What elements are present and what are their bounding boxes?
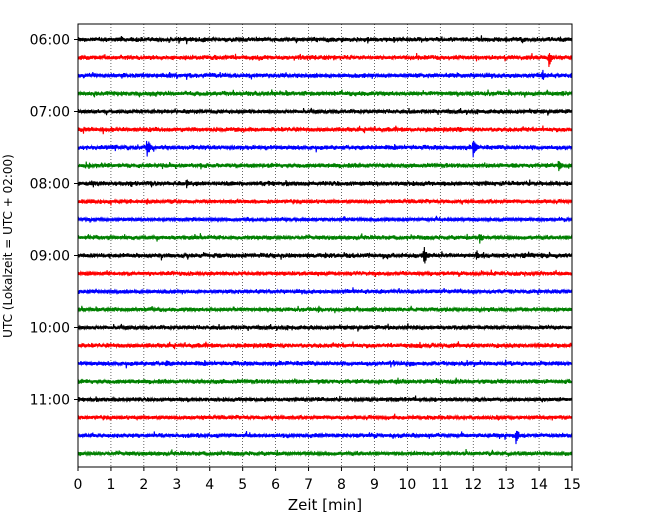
y-tick-label: 10:00 <box>30 321 70 337</box>
y-tick-label: 08:00 <box>30 177 70 193</box>
y-axis-ticks: 06:00 07:00 08:00 09:00 10:00 11:00 <box>30 33 78 409</box>
trace-07:30 <box>77 160 573 172</box>
trace-08:15 <box>77 215 573 224</box>
trace-08:00 <box>77 197 573 206</box>
x-tick-label: 1 <box>106 477 115 493</box>
trace-06:00 <box>77 52 573 68</box>
plot-frame <box>77 23 573 468</box>
x-tick-label: 14 <box>530 477 548 493</box>
x-tick-label: 13 <box>497 477 515 493</box>
trace-06:45 <box>77 107 573 116</box>
trace-05:45 <box>77 35 573 45</box>
x-tick-label: 10 <box>398 477 416 493</box>
x-tick-label: 8 <box>337 477 346 493</box>
x-tick-label: 5 <box>238 477 247 493</box>
x-gridlines <box>110 24 540 467</box>
x-tick-label: 15 <box>563 477 581 493</box>
trace-11:00 <box>77 413 573 422</box>
trace-09:15 <box>77 287 573 296</box>
trace-09:30 <box>77 305 573 314</box>
x-axis-label: Zeit [min] <box>288 496 362 514</box>
trace-11:15 <box>77 430 573 445</box>
y-tick-label: 09:00 <box>30 249 70 265</box>
y-tick-label: 07:00 <box>30 105 70 121</box>
x-tick-label: 2 <box>139 477 148 493</box>
x-tick-label: 9 <box>370 477 379 493</box>
seismogram-traces <box>77 35 573 457</box>
y-tick-label: 11:00 <box>30 393 70 409</box>
trace-06:30 <box>77 89 573 98</box>
x-tick-label: 11 <box>431 477 449 493</box>
y-tick-label: 06:00 <box>30 33 70 49</box>
x-tick-label: 4 <box>205 477 214 493</box>
x-tick-label: 3 <box>172 477 181 493</box>
x-axis-ticks: 0 1 2 3 4 5 6 7 8 9 10 11 12 13 14 15 <box>74 467 581 493</box>
trace-07:45 <box>77 179 573 189</box>
x-tick-label: 6 <box>271 477 280 493</box>
trace-11:30 <box>77 449 573 457</box>
y-axis-label: UTC (Lokalzeit = UTC + 02:00) <box>1 154 15 338</box>
trace-10:00 <box>77 341 573 350</box>
x-tick-label: 0 <box>74 477 83 493</box>
x-tick-label: 7 <box>304 477 313 493</box>
x-tick-label: 12 <box>464 477 482 493</box>
trace-06:15 <box>77 69 573 80</box>
trace-08:45 <box>77 246 573 264</box>
trace-09:45 <box>77 323 573 332</box>
trace-10:45 <box>77 395 573 404</box>
trace-09:00 <box>77 269 573 278</box>
trace-10:15 <box>77 359 573 369</box>
trace-08:30 <box>77 233 573 244</box>
trace-07:00 <box>77 125 573 135</box>
trace-07:15 <box>77 140 573 158</box>
trace-10:30 <box>77 377 573 385</box>
